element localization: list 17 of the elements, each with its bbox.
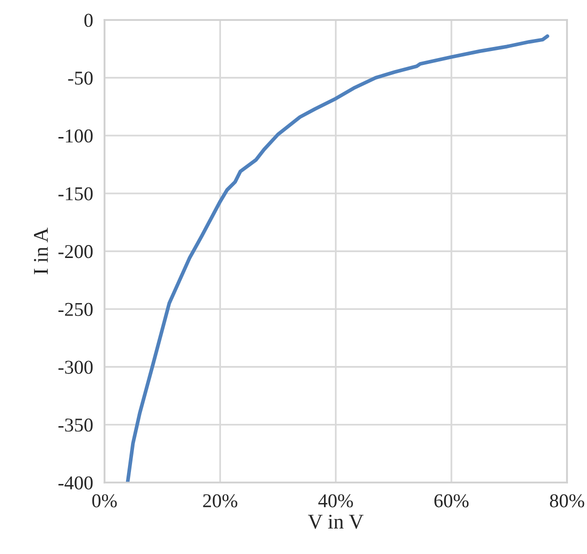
y-tick-label: -350 bbox=[58, 418, 93, 432]
y-tick-label: -250 bbox=[58, 302, 93, 316]
y-tick-label: 0 bbox=[84, 14, 93, 27]
y-tick-label: -150 bbox=[58, 187, 93, 200]
x-tick-label: 60% bbox=[434, 494, 469, 508]
y-tick-label: -50 bbox=[68, 72, 93, 85]
y-tick-label: -200 bbox=[58, 245, 93, 258]
y-tick-label: -100 bbox=[58, 129, 93, 143]
x-tick-label: 0% bbox=[92, 494, 117, 508]
y-tick-label: -300 bbox=[58, 360, 93, 374]
x-tick-label: 80% bbox=[550, 494, 584, 508]
y-tick-label: -400 bbox=[58, 476, 93, 490]
line-series bbox=[126, 34, 550, 483]
x-axis-title: V in V bbox=[308, 514, 364, 529]
x-tick-label: 40% bbox=[318, 494, 353, 508]
x-tick-label: 20% bbox=[203, 494, 238, 508]
y-axis-title: I in A bbox=[34, 228, 48, 274]
